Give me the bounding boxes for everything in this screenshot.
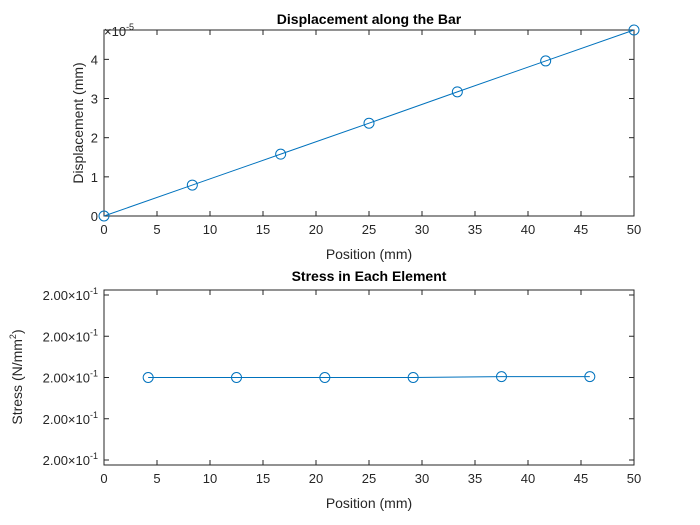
x-tick-label: 0 bbox=[100, 471, 107, 486]
x-tick-label: 35 bbox=[468, 471, 482, 486]
x-tick-label: 50 bbox=[627, 471, 641, 486]
data-point-marker bbox=[407, 372, 419, 383]
stress-title: Stress in Each Element bbox=[292, 268, 447, 284]
x-tick-label: 10 bbox=[203, 222, 217, 237]
x-tick-label: 35 bbox=[468, 222, 482, 237]
data-point-marker bbox=[540, 55, 552, 67]
stress-xlabel: Position (mm) bbox=[326, 495, 412, 511]
displacement-chart: Displacement along the Bar Position (mm)… bbox=[70, 11, 641, 262]
y-tick-label: 2.00×10-1 bbox=[43, 410, 98, 427]
y-tick-label: 2.00×10-1 bbox=[43, 286, 98, 303]
data-point-marker bbox=[363, 117, 375, 129]
x-tick-label: 50 bbox=[627, 222, 641, 237]
data-point-marker bbox=[496, 371, 507, 383]
x-tick-label: 25 bbox=[362, 222, 376, 237]
data-point-marker bbox=[98, 210, 110, 222]
displacement-xlabel: Position (mm) bbox=[326, 246, 412, 262]
x-tick-label: 30 bbox=[415, 471, 429, 486]
y-tick-label: 4 bbox=[91, 52, 98, 67]
x-tick-label: 40 bbox=[521, 471, 535, 486]
y-tick-label: 2.00×10-1 bbox=[43, 369, 98, 386]
displacement-title: Displacement along the Bar bbox=[277, 11, 462, 27]
x-tick-label: 5 bbox=[153, 471, 160, 486]
x-tick-label: 25 bbox=[362, 471, 376, 486]
displacement-exponent-label: ×10-5 bbox=[104, 22, 134, 39]
y-tick-label: 0 bbox=[91, 209, 98, 224]
x-tick-label: 15 bbox=[256, 222, 270, 237]
data-point-marker bbox=[319, 372, 331, 383]
x-tick-label: 45 bbox=[574, 222, 588, 237]
x-tick-label: 5 bbox=[153, 222, 160, 237]
data-point-marker bbox=[584, 371, 596, 383]
x-tick-label: 40 bbox=[521, 222, 535, 237]
y-tick-label: 2 bbox=[91, 131, 98, 146]
stress-chart: Stress in Each Element Position (mm) Str… bbox=[8, 268, 641, 511]
data-point-marker bbox=[451, 86, 463, 98]
data-point-marker bbox=[142, 372, 154, 383]
x-tick-label: 30 bbox=[415, 222, 429, 237]
displacement-ylabel: Displacement (mm) bbox=[70, 62, 86, 183]
y-tick-label: 2.00×10-1 bbox=[43, 451, 98, 468]
x-tick-label: 45 bbox=[574, 471, 588, 486]
y-tick-label: 1 bbox=[91, 170, 98, 185]
x-tick-label: 0 bbox=[100, 222, 107, 237]
data-point-marker bbox=[628, 24, 640, 36]
x-tick-label: 20 bbox=[309, 471, 323, 486]
series-line bbox=[103, 29, 635, 217]
data-point-marker bbox=[186, 179, 198, 191]
x-tick-label: 20 bbox=[309, 222, 323, 237]
x-tick-label: 15 bbox=[256, 471, 270, 486]
data-point-marker bbox=[275, 148, 287, 160]
series-line bbox=[148, 376, 590, 378]
data-point-marker bbox=[231, 372, 242, 383]
x-tick-label: 10 bbox=[203, 471, 217, 486]
y-tick-label: 3 bbox=[91, 92, 98, 107]
y-tick-label: 2.00×10-1 bbox=[43, 327, 98, 344]
stress-ylabel: Stress (N/mm2) bbox=[8, 329, 25, 424]
